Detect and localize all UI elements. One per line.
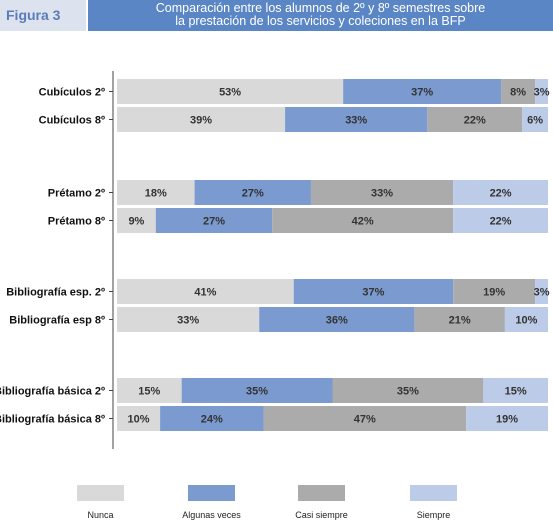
bar-segment — [194, 180, 311, 205]
category-label: Cubículos 2º — [39, 87, 105, 99]
bar-segment — [466, 406, 548, 431]
bar-segment — [117, 406, 161, 431]
data-label: 39% — [190, 115, 212, 127]
data-label: 22% — [490, 188, 512, 200]
bar-segment — [117, 180, 195, 205]
data-label: 9% — [128, 216, 144, 228]
data-label: 15% — [138, 386, 160, 398]
data-label: 37% — [411, 87, 433, 99]
data-label: 3% — [534, 287, 550, 299]
data-label: 47% — [354, 414, 376, 426]
bar-segment — [332, 378, 484, 403]
bar-segment — [272, 208, 454, 233]
stacked-bar-chart: Cubículos 2º 53% 37% 8% 3% Cubículos 8º 39% 33%… — [0, 71, 550, 520]
legend-label: Casi siempre — [295, 510, 348, 520]
data-label: 41% — [194, 287, 216, 299]
bar-segment — [160, 406, 264, 431]
data-label: 33% — [345, 115, 367, 127]
bar-segment — [263, 406, 467, 431]
bar-segment — [535, 79, 548, 104]
bar-segment — [414, 307, 505, 332]
bar-segment — [117, 79, 344, 104]
bar-segment — [427, 107, 523, 132]
bar-segment — [535, 279, 548, 304]
data-label: 22% — [464, 115, 486, 127]
bar-segment — [522, 107, 548, 132]
bar-segment — [483, 378, 548, 403]
bar-segment — [155, 208, 273, 233]
category-label: Bibliografía básica 8º — [0, 414, 105, 426]
data-label: 27% — [203, 216, 225, 228]
data-label: 35% — [397, 386, 419, 398]
figure-label: Figura 3 — [0, 0, 86, 31]
data-label: 33% — [177, 315, 199, 327]
chart-title: Comparación entre los alumnos de 2º y 8º… — [88, 0, 553, 31]
bar-segment — [117, 107, 286, 132]
legend-label: Algunas veces — [182, 510, 241, 520]
data-label: 21% — [449, 315, 471, 327]
data-label: 6% — [527, 115, 543, 127]
data-label: 22% — [490, 216, 512, 228]
data-label: 24% — [201, 414, 223, 426]
data-label: 42% — [352, 216, 374, 228]
chart-title-line-2: la prestación de los servicios y colecio… — [175, 14, 466, 28]
bar-segment — [117, 378, 182, 403]
bar-segment — [504, 307, 548, 332]
data-label: 19% — [483, 287, 505, 299]
bar-segment — [453, 279, 536, 304]
legend-label: Nunca — [87, 510, 113, 520]
bar-segment — [343, 79, 502, 104]
bar-segment — [181, 378, 333, 403]
legend-swatch — [188, 485, 235, 501]
bar-segment — [285, 107, 428, 132]
data-label: 36% — [326, 315, 348, 327]
legend-swatch — [298, 485, 345, 501]
data-label: 8% — [510, 87, 526, 99]
bar-segment — [117, 307, 260, 332]
category-label: Bibliografía esp. 2º — [6, 287, 105, 299]
bar-segment — [310, 180, 454, 205]
chart-title-line-1: Comparación entre los alumnos de 2º y 8º… — [155, 1, 486, 15]
data-label: 10% — [128, 414, 150, 426]
bar-segment — [501, 79, 536, 104]
category-label: Cubículos 8º — [39, 115, 105, 127]
category-label: Bibliografía básica 2º — [0, 386, 105, 398]
bar-segment — [453, 208, 548, 233]
data-label: 18% — [145, 188, 167, 200]
figure-header: Figura 3 Comparación entre los alumnos d… — [0, 0, 553, 31]
data-label: 19% — [496, 414, 518, 426]
category-label: Prétamo 8º — [48, 216, 105, 228]
bar-segment — [259, 307, 415, 332]
legend-swatch — [77, 485, 124, 501]
bar-segment — [453, 180, 548, 205]
legend-label: Siempre — [417, 510, 451, 520]
bar-segment — [117, 279, 294, 304]
data-label: 53% — [219, 87, 241, 99]
data-label: 27% — [242, 188, 264, 200]
bar-segment — [293, 279, 454, 304]
category-label: Prétamo 2º — [48, 188, 105, 200]
data-label: 10% — [515, 315, 537, 327]
data-label: 15% — [505, 386, 527, 398]
data-label: 3% — [534, 87, 550, 99]
bar-segment — [117, 208, 156, 233]
category-label: Bibliografía esp 8º — [9, 315, 105, 327]
data-label: 35% — [246, 386, 268, 398]
data-label: 37% — [362, 287, 384, 299]
legend-swatch — [410, 485, 457, 501]
data-label: 33% — [371, 188, 393, 200]
